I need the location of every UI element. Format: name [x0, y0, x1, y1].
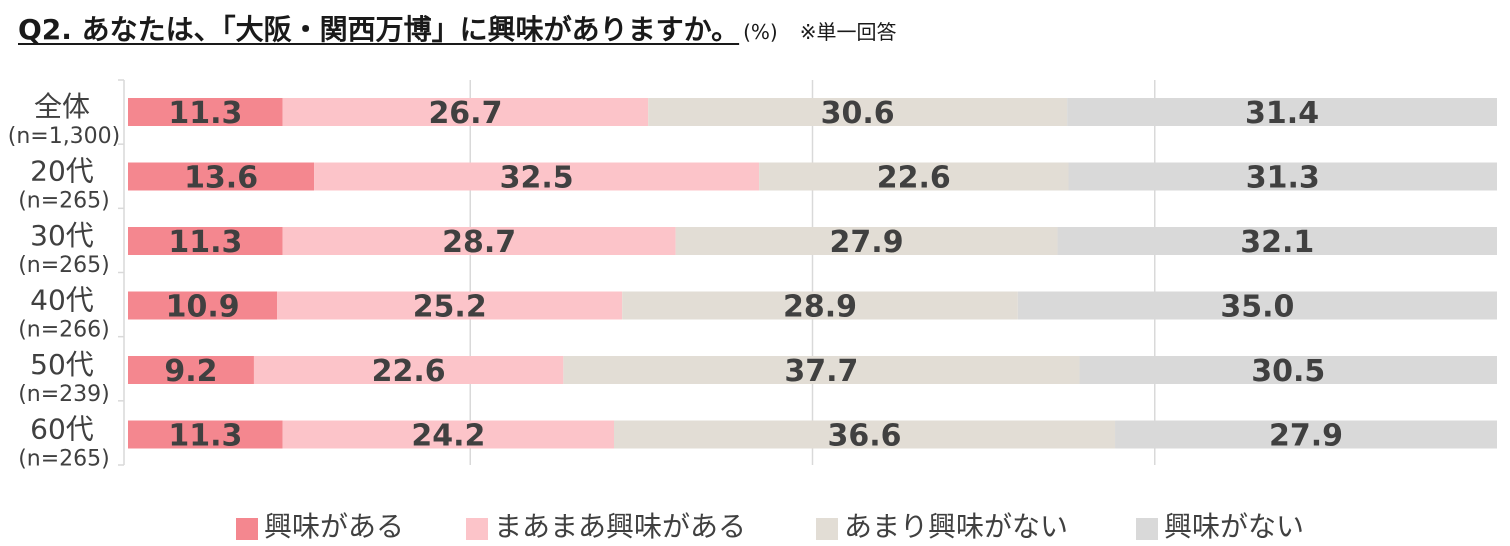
legend-swatch: [1136, 518, 1158, 540]
category-label: 40代: [30, 284, 94, 317]
legend-swatch: [816, 518, 838, 540]
data-label: 13.6: [184, 161, 258, 196]
data-label: 32.1: [1240, 225, 1314, 260]
data-label: 11.3: [168, 96, 242, 131]
category-label: 30代: [30, 219, 94, 252]
data-label: 22.6: [372, 354, 446, 389]
data-label: 31.3: [1246, 161, 1320, 196]
data-label: 24.2: [411, 419, 485, 454]
data-label: 27.9: [830, 225, 904, 260]
data-label: 30.5: [1251, 354, 1325, 389]
legend-swatch: [236, 518, 258, 540]
data-label: 10.9: [166, 290, 240, 325]
legend-label: まあまあ興味がある: [494, 510, 746, 543]
legend-swatch: [466, 518, 488, 540]
data-label: 22.6: [877, 161, 951, 196]
data-label: 28.7: [442, 225, 516, 260]
legend-label: あまり興味がない: [844, 510, 1068, 543]
data-label: 28.9: [783, 290, 857, 325]
data-label: 26.7: [428, 96, 502, 131]
data-label: 11.3: [168, 225, 242, 260]
data-label: 36.6: [828, 419, 902, 454]
category-label: 20代: [30, 155, 94, 188]
sample-size-label: (n=266): [18, 318, 110, 343]
category-label: 全体: [34, 90, 90, 123]
category-label: 50代: [30, 348, 94, 381]
data-label: 11.3: [168, 419, 242, 454]
category-label: 60代: [30, 413, 94, 446]
data-label: 9.2: [164, 354, 217, 389]
sample-size-label: (n=265): [18, 447, 110, 472]
data-label: 32.5: [500, 161, 574, 196]
data-label: 35.0: [1220, 290, 1294, 325]
data-label: 27.9: [1269, 419, 1343, 454]
data-label: 31.4: [1245, 96, 1319, 131]
sample-size-label: (n=1,300): [8, 124, 121, 149]
data-label: 30.6: [821, 96, 895, 131]
data-label: 25.2: [413, 290, 487, 325]
sample-size-label: (n=239): [18, 382, 110, 407]
sample-size-label: (n=265): [18, 253, 110, 278]
sample-size-label: (n=265): [18, 189, 110, 214]
legend-label: 興味がない: [1164, 510, 1304, 543]
data-label: 37.7: [784, 354, 858, 389]
legend-label: 興味がある: [264, 510, 404, 543]
